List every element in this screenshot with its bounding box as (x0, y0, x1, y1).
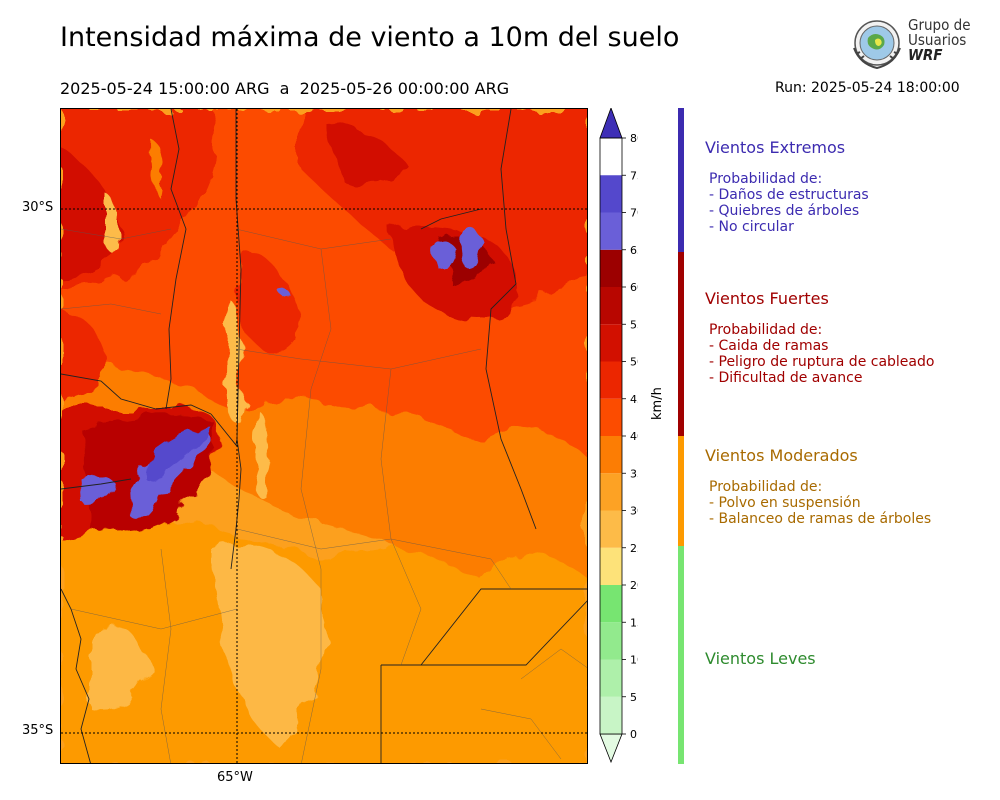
colorbar-segment (600, 436, 622, 474)
category-description: Probabilidad de: - Polvo en suspensión - B… (705, 479, 931, 527)
colorbar-segment (600, 212, 622, 250)
globe-icon (853, 20, 901, 70)
colorbar-tick-label: 80 (630, 132, 638, 145)
valid-period: 2025-05-24 15:00:00 ARG a 2025-05-26 00:… (60, 79, 509, 98)
colorbar-tick-label: 70 (630, 207, 638, 220)
map-title: Intensidad máxima de viento a 10m del su… (60, 22, 680, 53)
category-line: - Caida de ramas (709, 338, 829, 354)
colorbar-segment (600, 361, 622, 399)
wind-category: Vientos Extremos Probabilidad de: - Daños … (705, 138, 869, 235)
colorbar-tick-label: 45 (630, 393, 638, 406)
wind-field (61, 109, 587, 763)
colorbar-segment (600, 473, 622, 511)
category-line: - No circular (709, 219, 794, 235)
colorbar-segment (600, 287, 622, 325)
colorbar-tick-label: 20 (630, 579, 638, 592)
colorbar-segment (600, 510, 622, 548)
category-title: Vientos Leves (705, 649, 816, 668)
colorbar-segment (600, 249, 622, 287)
category-line: - Dificultad de avance (709, 370, 863, 386)
colorbar-segment (600, 659, 622, 697)
category-bar (678, 436, 684, 546)
category-bar (678, 108, 684, 252)
colorbar-min-arrow (599, 733, 623, 764)
period-end: 2025-05-26 00:00:00 ARG (299, 79, 510, 98)
colorbar-segment (600, 622, 622, 660)
colorbar-tick-label: 50 (630, 356, 638, 369)
colorbar-tick-label: 55 (630, 318, 638, 331)
period-separator: a (279, 79, 290, 98)
category-line: - Peligro de ruptura de cableado (709, 354, 935, 370)
category-bar (678, 546, 684, 764)
category-line: - Quiebres de árboles (709, 203, 860, 219)
colorbar-unit: km/h (650, 387, 665, 420)
colorbar-segment (600, 175, 622, 213)
category-description: Probabilidad de: - Daños de estructuras - … (705, 171, 869, 235)
category-title: Vientos Moderados (705, 446, 858, 465)
lon-label-65w: 65°W (217, 770, 253, 785)
colorbar-segment (600, 324, 622, 362)
logo-text: Grupo de Usuarios WRF (908, 16, 971, 64)
category-description: Probabilidad de: - Caida de ramas - Peligr… (705, 322, 934, 386)
colorbar-tick-label: 60 (630, 281, 638, 294)
colorbar-tick-label: 5 (630, 691, 637, 704)
wind-map[interactable] (60, 108, 588, 764)
run-time: Run: 2025-05-24 18:00:00 (775, 80, 960, 96)
colorbar-tick-label: 65 (630, 244, 638, 257)
category-line: Probabilidad de: (709, 322, 823, 338)
colorbar-segment (600, 547, 622, 585)
period-start: 2025-05-24 15:00:00 ARG (60, 79, 270, 98)
colorbar-tick-label: 15 (630, 616, 638, 629)
wind-category: Vientos Moderados Probabilidad de: - Polvo… (705, 446, 931, 527)
colorbar-tick-label: 30 (630, 505, 638, 518)
wrf-logo: Grupo de Usuarios WRF (848, 16, 971, 72)
colorbar-max-arrow (599, 108, 623, 139)
category-line: Probabilidad de: (709, 171, 823, 187)
category-bar (678, 252, 684, 436)
colorbar-segment (600, 398, 622, 436)
colorbar-tick-label: 75 (630, 169, 638, 182)
colorbar: 0 5 10 15 20 25 30 35 40 45 50 55 60 65 70 75 80 (599, 108, 638, 764)
colorbar-tick-label: 10 (630, 654, 638, 667)
lat-label-30s: 30°S (22, 200, 54, 215)
colorbar-tick-label: 35 (630, 467, 638, 480)
category-line: Probabilidad de: (709, 479, 823, 495)
lat-label-35s: 35°S (22, 723, 54, 738)
wind-category: Vientos Fuertes Probabilidad de: - Caida d… (705, 289, 934, 386)
category-line: - Daños de estructuras (709, 187, 869, 203)
category-title: Vientos Extremos (705, 138, 846, 157)
colorbar-tick-label: 25 (630, 542, 638, 555)
wind-category: Vientos Leves (705, 649, 816, 668)
category-line: - Polvo en suspensión (709, 495, 861, 511)
colorbar-segment (600, 585, 622, 623)
colorbar-tick-label: 40 (630, 430, 638, 443)
colorbar-tick-label: 0 (630, 728, 637, 741)
colorbar-segment (600, 696, 622, 734)
category-line: - Balanceo de ramas de árboles (709, 511, 932, 527)
category-title: Vientos Fuertes (705, 289, 829, 308)
